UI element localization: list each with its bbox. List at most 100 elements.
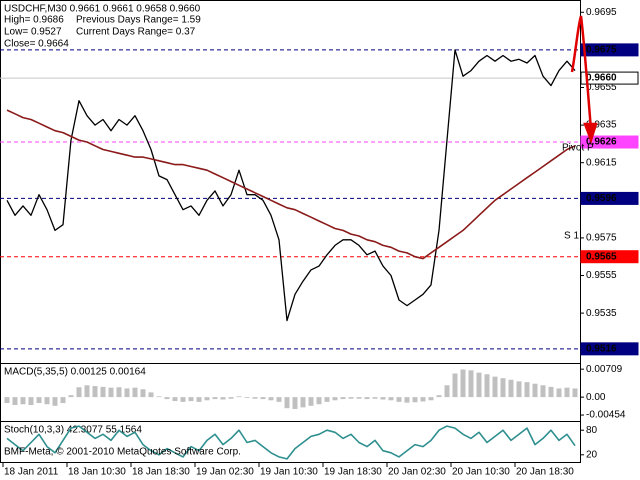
bar xyxy=(476,372,482,398)
bar xyxy=(484,374,490,398)
bar xyxy=(260,397,266,400)
x-tick-label: 18 Jan 2011 xyxy=(4,467,59,478)
bar xyxy=(324,397,330,402)
bar xyxy=(524,382,530,398)
bar xyxy=(188,397,194,402)
bar xyxy=(180,397,186,402)
bar xyxy=(468,370,474,398)
forecast-arrow xyxy=(570,15,598,144)
bar xyxy=(292,397,298,409)
y-tick-label: 0.9535 xyxy=(586,308,617,319)
bar xyxy=(548,386,554,398)
bar xyxy=(380,397,386,400)
bar xyxy=(116,387,122,398)
y-tick-label: 0.00 xyxy=(586,392,606,403)
bar xyxy=(420,397,426,402)
y-tick-label: 0.00709 xyxy=(586,364,623,375)
bar xyxy=(60,397,66,404)
price-tag-label: 0.9516 xyxy=(586,343,617,354)
price-tag-label: 0.9565 xyxy=(586,251,617,262)
bar xyxy=(460,369,466,398)
series-line xyxy=(6,425,576,460)
annotation: Current Days Range= 0.37 xyxy=(76,27,196,38)
bar xyxy=(308,397,314,406)
series-line xyxy=(6,49,576,322)
x-tick-label: 18 Jan 18:30 xyxy=(132,467,190,478)
bar xyxy=(276,397,282,402)
bar xyxy=(500,378,506,398)
x-tick-label: 20 Jan 10:30 xyxy=(452,467,510,478)
bar xyxy=(4,397,10,404)
bar xyxy=(44,397,50,405)
bar xyxy=(228,397,234,399)
bar xyxy=(84,385,90,398)
bar xyxy=(164,397,170,400)
bar xyxy=(92,386,98,398)
bar xyxy=(268,397,274,401)
chart-layer: USDCHF,M30 0.9661 0.9661 0.9658 0.9660 0.… xyxy=(0,4,639,478)
price-tag-label: 0.9660 xyxy=(586,73,617,84)
plot-border xyxy=(0,0,581,463)
panel-title: USDCHF,M30 0.9661 0.9661 0.9658 0.9660 xyxy=(4,4,201,15)
price-tag-label: 0.9596 xyxy=(586,193,617,204)
bar xyxy=(12,397,18,406)
price-tag xyxy=(580,135,639,149)
annotation: BMF-Meta, © 2001-2010 MetaQuotes Softwar… xyxy=(4,447,241,458)
x-tick-label: 20 Jan 02:30 xyxy=(388,467,446,478)
annotation: Previous Days Range= 1.59 xyxy=(76,15,201,26)
x-tick-label: 19 Jan 18:30 xyxy=(324,467,382,478)
price-tag xyxy=(580,191,639,205)
bar xyxy=(108,387,114,398)
bar xyxy=(332,397,338,401)
bar xyxy=(236,396,242,398)
bar xyxy=(364,397,370,400)
bar xyxy=(540,385,546,398)
bar xyxy=(244,397,250,398)
panel-title: MACD(5,35,5) 0.00125 0.00164 xyxy=(4,367,146,378)
bar xyxy=(204,397,210,401)
bar xyxy=(372,397,378,399)
y-tick-label: 0.9575 xyxy=(586,233,617,244)
bar xyxy=(356,397,362,399)
bar xyxy=(564,387,570,398)
bar xyxy=(284,397,290,409)
bar xyxy=(196,397,202,402)
bar xyxy=(532,383,538,398)
y-tick-label: 0.9635 xyxy=(586,120,617,131)
annotation: Low= 0.9527 xyxy=(4,27,62,38)
y-tick-label: -0.00454 xyxy=(586,410,626,421)
bar xyxy=(572,388,578,398)
y-tick-label: 0.9695 xyxy=(586,7,617,18)
arrow-path xyxy=(570,15,593,131)
annotation: High= 0.9686 xyxy=(4,15,64,26)
bar xyxy=(20,397,26,405)
bar xyxy=(156,396,162,398)
bar xyxy=(52,397,58,406)
bar xyxy=(516,381,522,398)
bar xyxy=(140,389,146,398)
x-tick-label: 19 Jan 02:30 xyxy=(196,467,254,478)
annotation: Pivot P xyxy=(562,143,594,154)
x-tick-label: 18 Jan 10:30 xyxy=(68,467,126,478)
bar xyxy=(340,397,346,400)
y-tick-label: 0.9655 xyxy=(586,82,617,93)
price-tag xyxy=(580,250,639,264)
bar xyxy=(508,379,514,398)
y-tick-label: 0.9615 xyxy=(586,157,617,168)
annotation: Close= 0.9664 xyxy=(4,39,69,50)
price-tag xyxy=(580,342,639,356)
x-tick-label: 20 Jan 18:30 xyxy=(516,467,574,478)
bar xyxy=(68,395,74,398)
bar xyxy=(556,388,562,398)
bar xyxy=(172,397,178,402)
bar xyxy=(388,397,394,401)
bar xyxy=(252,397,258,399)
bar xyxy=(132,387,138,398)
bar xyxy=(404,397,410,403)
bar xyxy=(412,397,418,403)
y-tick-label: 0.9555 xyxy=(586,270,617,281)
bar xyxy=(124,388,130,398)
series-line xyxy=(6,109,576,260)
